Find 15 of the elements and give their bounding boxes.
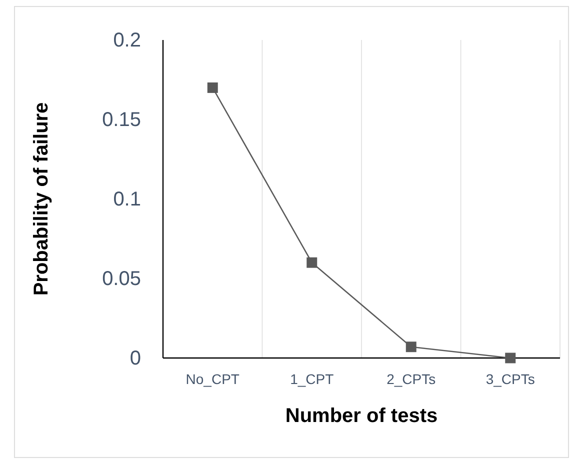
x-tick-label: 1_CPT (290, 370, 334, 387)
x-axis-title: Number of tests (285, 405, 438, 427)
y-tick-label: 0 (130, 347, 141, 370)
x-tick-label: 3_CPTs (486, 370, 535, 387)
y-tick-label: 0.1 (113, 188, 141, 210)
point (207, 82, 218, 93)
x-tick-label: 2_CPTs (386, 370, 436, 387)
point (306, 257, 318, 268)
point (406, 342, 416, 352)
y-tick-label: 0.05 (102, 268, 141, 290)
point (505, 352, 516, 364)
y-tick-label: 0.15 (102, 108, 141, 131)
y-axis-title: Probability of failure (30, 102, 52, 296)
x-tick-label: No_CPT (186, 370, 240, 387)
y-tick-label: 0.2 (113, 29, 141, 52)
